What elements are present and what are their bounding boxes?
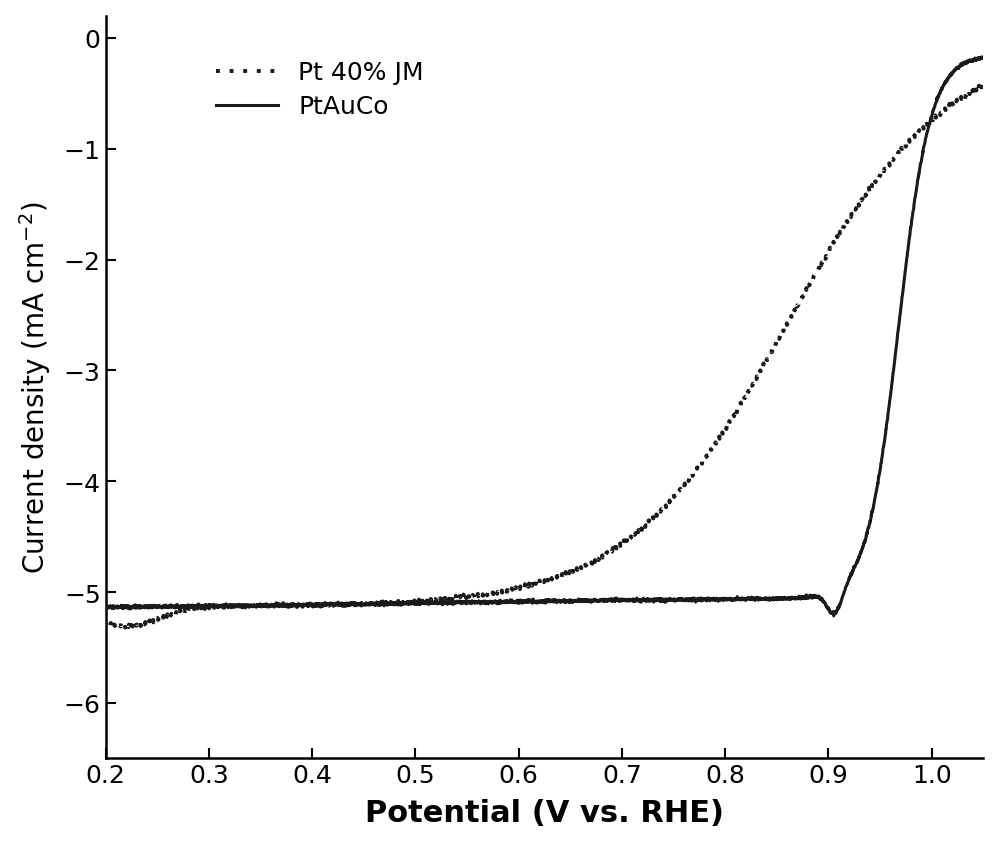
Y-axis label: Current density (mA cm$^{-2}$): Current density (mA cm$^{-2}$): [17, 202, 53, 574]
Legend: Pt 40% JM, PtAuCo: Pt 40% JM, PtAuCo: [206, 51, 434, 129]
X-axis label: Potential (V vs. RHE): Potential (V vs. RHE): [365, 798, 724, 827]
